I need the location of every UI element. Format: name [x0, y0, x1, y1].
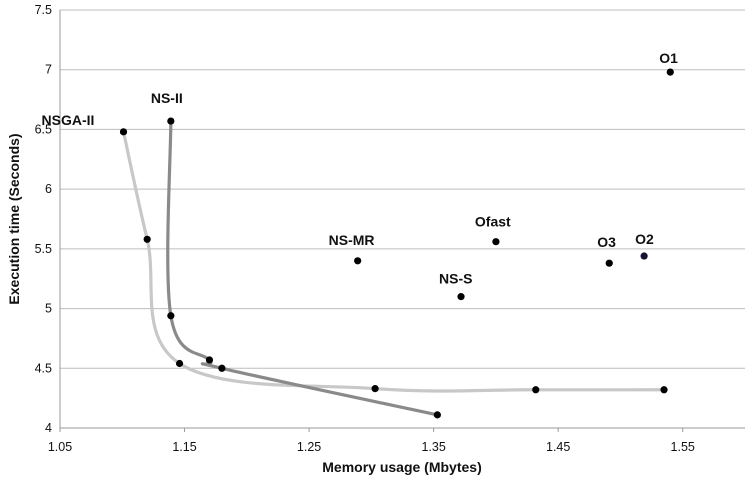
point-o2: [640, 252, 648, 260]
series-point: [532, 386, 540, 394]
point-label-ofast: Ofast: [475, 214, 511, 230]
point-ns-mr: [354, 257, 362, 265]
y-tick-label: 4.5: [35, 361, 52, 375]
point-ofast: [492, 238, 500, 246]
x-tick-label: 1.45: [546, 440, 570, 454]
grid-lines: [60, 9, 745, 369]
series-point: [175, 359, 184, 368]
y-axis-label: Execution time (Seconds): [6, 133, 22, 304]
series-point: [119, 128, 128, 136]
data-points: [119, 68, 674, 419]
series-point: [660, 386, 668, 394]
x-axis-label: Memory usage (Mbytes): [322, 459, 481, 475]
point-o3: [605, 259, 613, 267]
x-tick-label: 1.15: [172, 440, 196, 454]
y-tick-labels: 4 4.5 5 5.5 6 6.5 7 7.5: [35, 3, 52, 435]
x-tick-label: 1.35: [421, 440, 445, 454]
series-point: [167, 312, 175, 320]
x-tick-label: 1.55: [671, 440, 695, 454]
point-label-ns-s: NS-S: [439, 271, 472, 287]
series-line-ns-ii: [166, 119, 439, 417]
point-label-o1: O1: [659, 50, 678, 66]
series-point: [205, 356, 214, 364]
y-tick-label: 5.5: [35, 242, 52, 256]
series-point: [218, 364, 226, 372]
point-ns-s: [457, 293, 465, 301]
point-labels: NSGA-II NS-II NS-MR Ofast NS-S O3 O2 O1: [42, 50, 679, 287]
series-label: NSGA-II: [42, 112, 95, 128]
series-point: [433, 411, 441, 419]
y-tick-label: 7: [45, 63, 52, 77]
y-tick-label: 6: [45, 182, 52, 196]
y-tick-label: 5: [45, 302, 52, 316]
x-tick-labels: 1.05 1.15 1.25 1.35 1.45 1.55: [48, 428, 695, 454]
series-lines: [121, 119, 666, 417]
y-tick-label: 4: [45, 421, 52, 435]
x-tick-label: 1.25: [297, 440, 321, 454]
point-label-o2: O2: [635, 231, 654, 247]
point-o1: [666, 68, 674, 76]
point-label-ns-mr: NS-MR: [329, 232, 375, 248]
series-point: [167, 117, 175, 125]
y-tick-label: 7.5: [35, 3, 52, 17]
series-point: [371, 384, 379, 393]
series-label: NS-II: [151, 90, 183, 106]
y-tick-label: 6.5: [35, 122, 52, 136]
x-tick-label: 1.05: [48, 440, 72, 454]
point-label-o3: O3: [597, 234, 616, 250]
series-line-nsga-ii: [121, 130, 666, 393]
series-point: [143, 235, 151, 243]
